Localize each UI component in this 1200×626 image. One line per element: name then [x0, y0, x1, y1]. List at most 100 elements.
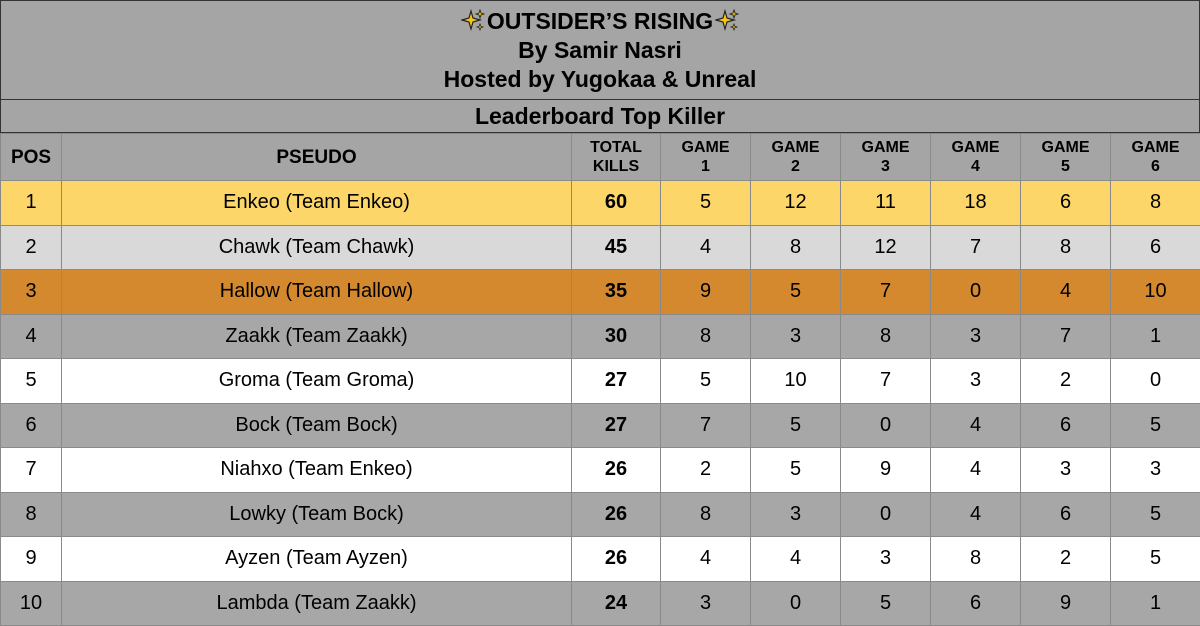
- game-1-kills-cell: 3: [661, 581, 751, 626]
- game-3-kills-cell: 9: [841, 448, 931, 493]
- game-6-kills-cell: 0: [1111, 359, 1200, 404]
- game-3-kills-cell: 11: [841, 181, 931, 226]
- pos-cell: 10: [1, 581, 62, 626]
- game-4-kills-cell: 8: [931, 537, 1021, 582]
- game-2-kills-cell: 3: [751, 492, 841, 537]
- game-3-kills-cell: 12: [841, 225, 931, 270]
- pos-cell: 9: [1, 537, 62, 582]
- game-6-kills-cell: 8: [1111, 181, 1200, 226]
- leaderboard-subtitle: Leaderboard Top Killer: [0, 99, 1200, 133]
- total-kills-cell: 26: [572, 537, 661, 582]
- game-3-kills-cell: 5: [841, 581, 931, 626]
- game-1-kills-cell: 8: [661, 492, 751, 537]
- game-5-kills-cell: 3: [1021, 448, 1111, 493]
- column-header-pos: POS: [1, 134, 62, 181]
- game-2-kills-cell: 12: [751, 181, 841, 226]
- game-2-kills-cell: 0: [751, 581, 841, 626]
- game-5-kills-cell: 6: [1021, 403, 1111, 448]
- pseudo-cell: Enkeo (Team Enkeo): [62, 181, 572, 226]
- game-4-kills-cell: 6: [931, 581, 1021, 626]
- game-header-number: 3: [881, 158, 890, 175]
- total-kills-cell: 45: [572, 225, 661, 270]
- game-header-number: 1: [701, 158, 710, 175]
- game-3-kills-cell: 7: [841, 270, 931, 315]
- total-kills-cell: 30: [572, 314, 661, 359]
- game-1-kills-cell: 7: [661, 403, 751, 448]
- game-5-kills-cell: 6: [1021, 181, 1111, 226]
- game-5-kills-cell: 9: [1021, 581, 1111, 626]
- game-5-kills-cell: 4: [1021, 270, 1111, 315]
- game-4-kills-cell: 3: [931, 314, 1021, 359]
- game-6-kills-cell: 5: [1111, 537, 1200, 582]
- game-4-kills-cell: 18: [931, 181, 1021, 226]
- game-4-kills-cell: 0: [931, 270, 1021, 315]
- game-2-kills-cell: 10: [751, 359, 841, 404]
- pos-cell: 1: [1, 181, 62, 226]
- pseudo-cell: Niahxo (Team Enkeo): [62, 448, 572, 493]
- pos-cell: 6: [1, 403, 62, 448]
- total-kills-cell: 35: [572, 270, 661, 315]
- pseudo-cell: Zaakk (Team Zaakk): [62, 314, 572, 359]
- game-2-kills-cell: 8: [751, 225, 841, 270]
- game-1-kills-cell: 5: [661, 359, 751, 404]
- total-kills-cell: 27: [572, 359, 661, 404]
- sparkles-icon: [461, 9, 485, 33]
- game-2-kills-cell: 4: [751, 537, 841, 582]
- game-1-kills-cell: 4: [661, 225, 751, 270]
- pos-cell: 2: [1, 225, 62, 270]
- pos-cell: 4: [1, 314, 62, 359]
- game-2-kills-cell: 5: [751, 403, 841, 448]
- game-header-number: 5: [1061, 158, 1070, 175]
- pos-cell: 3: [1, 270, 62, 315]
- game-header-label: GAME: [1132, 139, 1180, 156]
- game-4-kills-cell: 7: [931, 225, 1021, 270]
- game-4-kills-cell: 3: [931, 359, 1021, 404]
- total-kills-cell: 26: [572, 448, 661, 493]
- game-header-number: 2: [791, 158, 800, 175]
- game-2-kills-cell: 3: [751, 314, 841, 359]
- game-6-kills-cell: 5: [1111, 492, 1200, 537]
- pos-cell: 8: [1, 492, 62, 537]
- game-1-kills-cell: 4: [661, 537, 751, 582]
- game-4-kills-cell: 4: [931, 403, 1021, 448]
- pseudo-cell: Lambda (Team Zaakk): [62, 581, 572, 626]
- total-kills-cell: 27: [572, 403, 661, 448]
- column-header-pseudo: PSEUDO: [62, 134, 572, 181]
- game-1-kills-cell: 9: [661, 270, 751, 315]
- total-kills-cell: 24: [572, 581, 661, 626]
- game-4-kills-cell: 4: [931, 448, 1021, 493]
- title-block: OUTSIDER’S RISING By Samir Nasri Hosted …: [0, 0, 1200, 100]
- game-2-kills-cell: 5: [751, 448, 841, 493]
- column-header-total-kills-line2: KILLS: [593, 158, 639, 175]
- game-header-label: GAME: [952, 139, 1000, 156]
- pseudo-cell: Hallow (Team Hallow): [62, 270, 572, 315]
- game-header-label: GAME: [862, 139, 910, 156]
- hosts-line: Hosted by Yugokaa & Unreal: [444, 65, 757, 94]
- game-3-kills-cell: 7: [841, 359, 931, 404]
- game-6-kills-cell: 10: [1111, 270, 1200, 315]
- game-1-kills-cell: 8: [661, 314, 751, 359]
- game-5-kills-cell: 6: [1021, 492, 1111, 537]
- game-header-label: GAME: [1042, 139, 1090, 156]
- game-5-kills-cell: 2: [1021, 359, 1111, 404]
- page-title: OUTSIDER’S RISING: [487, 7, 713, 36]
- sparkles-icon: [715, 9, 739, 33]
- game-6-kills-cell: 1: [1111, 314, 1200, 359]
- pseudo-cell: Groma (Team Groma): [62, 359, 572, 404]
- game-6-kills-cell: 5: [1111, 403, 1200, 448]
- game-3-kills-cell: 8: [841, 314, 931, 359]
